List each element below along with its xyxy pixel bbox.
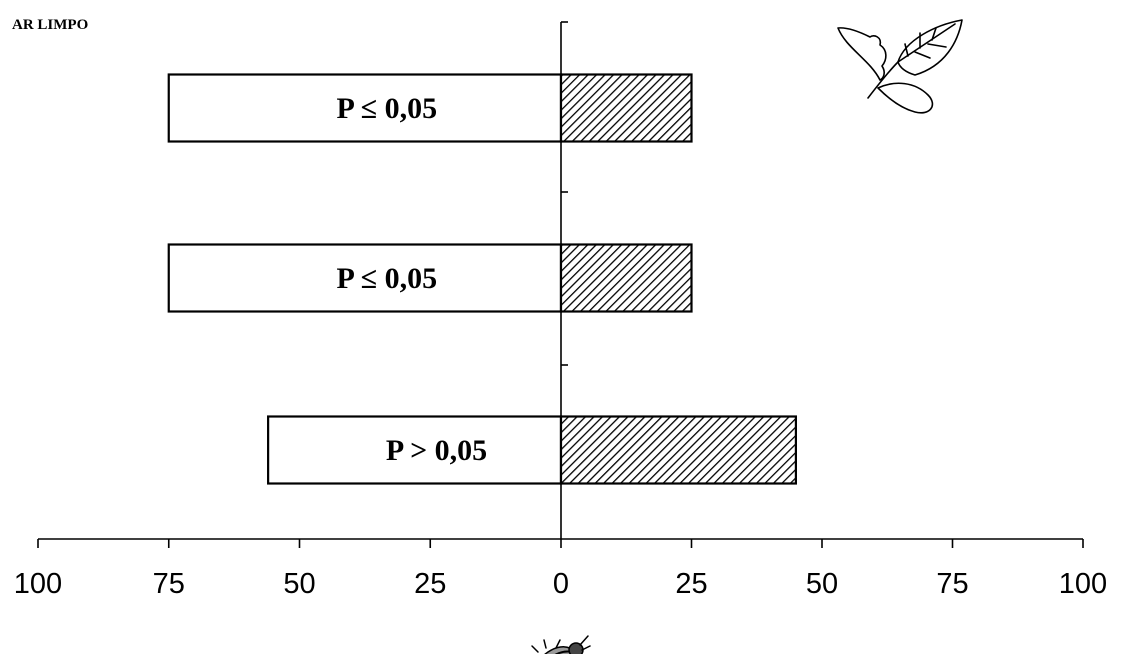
x-tick-label-7: 50 bbox=[806, 568, 838, 600]
bar-left-1 bbox=[167, 73, 563, 143]
x-tick-label-5: 0 bbox=[553, 568, 569, 600]
x-tick-label-1: 100 bbox=[14, 568, 62, 600]
bar-right-1 bbox=[559, 73, 693, 143]
plot-area: P ≤ 0,05 P ≤ 0,05 P > 0,05 bbox=[167, 73, 797, 485]
x-tick-label-6: 25 bbox=[675, 568, 707, 600]
bar-left-3 bbox=[267, 415, 563, 485]
x-tick-label-2: 75 bbox=[153, 568, 185, 600]
x-tick-label-3: 50 bbox=[283, 568, 315, 600]
bar-right-2 bbox=[559, 243, 693, 313]
bar-label-1: P ≤ 0,05 bbox=[337, 92, 438, 125]
bar-label-2: P ≤ 0,05 bbox=[337, 262, 438, 295]
insect-icon bbox=[531, 635, 591, 654]
x-tick-label-9: 100 bbox=[1059, 568, 1107, 600]
bar-left-2 bbox=[167, 243, 563, 313]
axes: 100 75 50 25 0 25 50 75 100 bbox=[14, 21, 1107, 600]
x-tick-label-8: 75 bbox=[936, 568, 968, 600]
bar-label-3: P > 0,05 bbox=[386, 434, 487, 467]
x-tick-label-4: 25 bbox=[414, 568, 446, 600]
corner-label: AR LIMPO bbox=[12, 17, 88, 33]
leaf-icon bbox=[837, 19, 963, 114]
bar-right-3 bbox=[559, 415, 797, 485]
